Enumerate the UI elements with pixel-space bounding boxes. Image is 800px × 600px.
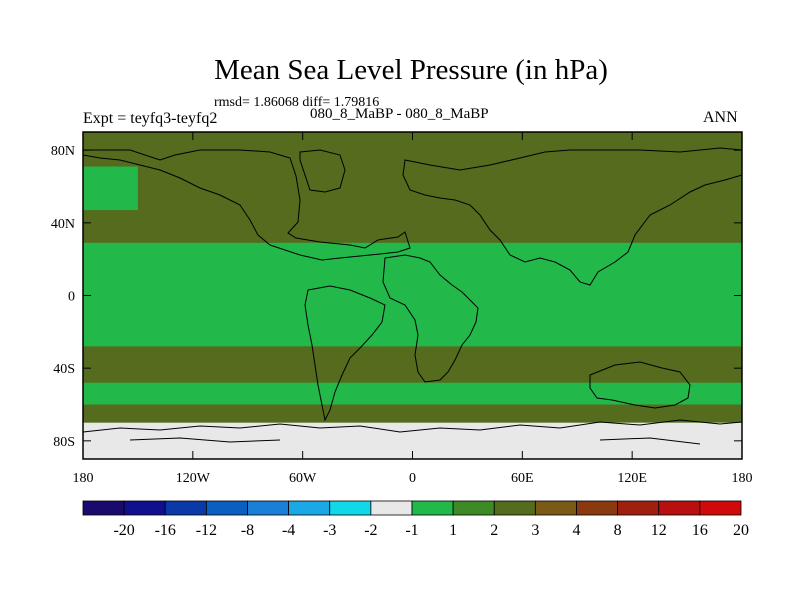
- colorbar-label-13: 12: [651, 522, 667, 539]
- coastline-layer: [83, 147, 742, 445]
- colorbar-box-0: [82, 500, 125, 516]
- region-1: [83, 242, 742, 347]
- axis-layer: 180 120W 60W 0 60E 120E 180 80N 40N 0 40S 80S: [51, 132, 753, 486]
- map-layer: [83, 132, 742, 459]
- colorbar-label-9: 2: [490, 522, 498, 539]
- y-tick-label-2: 0: [68, 290, 75, 305]
- colorbar-box-3: [205, 500, 248, 516]
- coastline-australia: [589, 361, 691, 409]
- colorbar-label-7: -1: [405, 522, 418, 539]
- coastline-antarctica: [83, 419, 742, 433]
- colorbar-box-11: [534, 500, 577, 516]
- region-2: [83, 166, 138, 211]
- y-tick-label-1: 40N: [51, 217, 75, 232]
- colorbar-label-0: -20: [113, 522, 134, 539]
- y-tick-label-3: 40S: [53, 362, 75, 377]
- x-tick-label-1: 120W: [176, 471, 211, 486]
- stats-line: rmsd= 1.86068 diff= 1.79816: [214, 95, 380, 110]
- coastline-africa: [382, 254, 479, 383]
- coastline-north-america: [83, 149, 411, 261]
- chart-title: Mean Sea Level Pressure (in hPa): [214, 54, 608, 86]
- coastline-eurasia: [402, 147, 742, 286]
- colorbar-box-13: [617, 500, 660, 516]
- colorbar-box-10: [493, 500, 536, 516]
- season-label: ANN: [703, 109, 738, 126]
- colorbar-label-3: -8: [241, 522, 254, 539]
- colorbar-box-6: [329, 500, 372, 516]
- y-tick-label-0: 80N: [51, 144, 75, 159]
- colorbar-box-15: [699, 500, 742, 516]
- colorbar-label-11: 4: [573, 522, 581, 539]
- colorbar-label-1: -16: [155, 522, 176, 539]
- fill-layer: [83, 132, 742, 459]
- colorbar-label-4: -4: [282, 522, 295, 539]
- x-tick-label-5: 120E: [617, 471, 647, 486]
- colorbar-label-14: 16: [692, 522, 708, 539]
- colorbar-box-2: [164, 500, 207, 516]
- colorbar-box-9: [452, 500, 495, 516]
- colorbar-label-6: -2: [364, 522, 377, 539]
- experiment-label: Expt = teyfq3-teyfq2: [83, 110, 218, 127]
- x-tick-label-3: 0: [409, 471, 416, 486]
- coastline-greenland: [299, 149, 346, 193]
- subtitle: 080_8_MaBP - 080_8_MaBP: [310, 106, 489, 122]
- colorbar-label-10: 3: [531, 522, 539, 539]
- colorbar-box-5: [288, 500, 331, 516]
- colorbar-label-8: 1: [449, 522, 457, 539]
- colorbar-box-4: [247, 500, 290, 516]
- colorbar-box-1: [123, 500, 166, 516]
- colorbar-label-5: -3: [323, 522, 336, 539]
- colorbar-label-2: -12: [196, 522, 217, 539]
- colorbar-box-8: [411, 500, 454, 516]
- colorbar-box-12: [576, 500, 619, 516]
- x-tick-label-4: 60E: [511, 471, 534, 486]
- colorbar: -20 -16 -12 -8 -4 -3 -2 -1 1 2 3 4 8 12 16 20: [82, 500, 749, 539]
- y-tick-label-4: 80S: [53, 435, 75, 450]
- region-3: [83, 382, 742, 405]
- region-4: [430, 137, 587, 151]
- colorbar-box-14: [658, 500, 701, 516]
- colorbar-label-12: 8: [614, 522, 622, 539]
- colorbar-label-15: 20: [733, 522, 749, 539]
- x-tick-label-0: 180: [73, 471, 94, 486]
- coastline-antarctica-2: [129, 437, 701, 445]
- x-tick-label-2: 60W: [289, 471, 317, 486]
- coastline-south-america: [304, 285, 386, 422]
- x-tick-label-6: 180: [732, 471, 753, 486]
- colorbar-box-7: [370, 500, 413, 516]
